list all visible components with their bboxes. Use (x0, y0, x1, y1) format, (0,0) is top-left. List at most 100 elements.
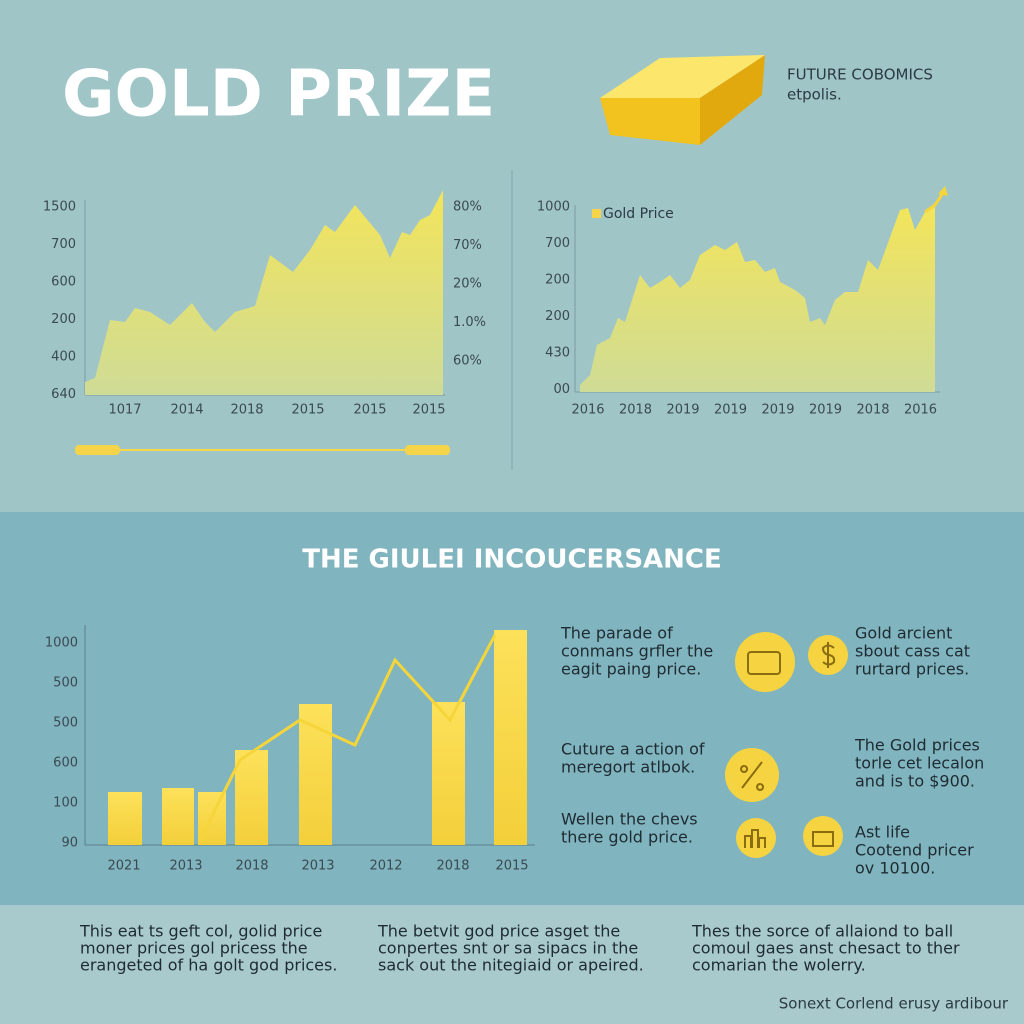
bars (108, 630, 527, 845)
footer-text: comoul gaes anst chesact to ther (692, 939, 960, 958)
y-tick-label: 1000 (45, 636, 78, 651)
note-text: eagit paing price. (561, 660, 701, 679)
area (580, 205, 935, 392)
y-tick-label: 500 (53, 716, 78, 731)
y-tick-label: 200 (545, 309, 570, 324)
note-text: The Gold prices (854, 736, 980, 755)
y-tick-label: 700 (51, 237, 76, 252)
area (85, 190, 443, 395)
x-tick-label: 2015 (495, 859, 528, 874)
note-text: Cuture a action of (561, 740, 705, 759)
x-tick-label: 2019 (761, 403, 794, 418)
y-tick-label: 1500 (43, 200, 76, 215)
y-tick-label: 500 (53, 676, 78, 691)
bar (108, 792, 142, 845)
y-tick-label: 00 (553, 382, 570, 397)
icon-bars (736, 818, 776, 858)
y2-tick-label: 20% (453, 277, 482, 292)
credit: Sonext Corlend erusy ardibour (779, 995, 1009, 1013)
legend-swatch (592, 209, 601, 218)
gold-bar (600, 55, 765, 145)
x-tick-label: 2018 (436, 859, 469, 874)
bar (299, 704, 332, 845)
bar (494, 630, 527, 845)
slider-handle[interactable] (405, 445, 450, 455)
bar (235, 750, 268, 845)
y-tick-label: 200 (545, 273, 570, 288)
footer-text: comarian the wolerry. (692, 956, 866, 975)
x-tick-label: 2013 (301, 859, 334, 874)
y2-tick-label: 70% (453, 238, 482, 253)
footer-text: sack out the nitegiaid or apeired. (378, 956, 644, 975)
y-tick-label: 400 (51, 350, 76, 365)
note-text: and is to $900. (855, 772, 975, 791)
footer-text: This eat ts geft col, golid price (79, 922, 322, 941)
x-tick-label: 2021 (107, 859, 140, 874)
note-text: meregort atlbok. (561, 758, 695, 777)
icon-glyph (812, 831, 834, 847)
y-tick-label: 200 (51, 312, 76, 327)
icon-glyph (744, 829, 766, 848)
trend-arrow (924, 189, 947, 214)
title: GOLD PRIZE (62, 58, 495, 132)
note-text: ov 10100. (855, 859, 935, 878)
x-tick-label: 2012 (369, 859, 402, 874)
y2-tick-label: 1.0% (453, 315, 486, 330)
legend-label: Gold Price (603, 206, 674, 222)
x-tick-label: 2015 (353, 403, 386, 418)
bar (162, 788, 194, 845)
x-tick-label: 2018 (856, 403, 889, 418)
x-tick-label: 2018 (230, 403, 263, 418)
x-tick-label: 2018 (619, 403, 652, 418)
x-tick-label: 2016 (904, 403, 937, 418)
arrow-head (938, 186, 948, 196)
footer-text: moner prices gol pricess the (80, 939, 308, 958)
note-text: conmans grfler the (561, 642, 713, 661)
footer-band (0, 905, 1024, 1024)
footer-text: The betvit god price asget the (377, 922, 620, 941)
note-text: Gold arcient (855, 624, 952, 643)
note-text: there gold price. (561, 828, 693, 847)
y-tick-label: 700 (545, 236, 570, 251)
note-text: Wellen the chevs (561, 810, 698, 829)
note-text: Ast life (855, 823, 910, 842)
x-tick-label: 1017 (108, 403, 141, 418)
bar (432, 702, 465, 845)
x-tick-label: 2019 (714, 403, 747, 418)
icon-glyph (821, 642, 836, 668)
x-tick-label: 2015 (412, 403, 445, 418)
tagline: etpolis. (787, 86, 842, 104)
y-tick-label: 430 (545, 346, 570, 361)
trend-line (198, 634, 497, 841)
icon-glyph (747, 651, 781, 675)
x-tick-label: 2013 (169, 859, 202, 874)
y-tick-label: 640 (51, 387, 76, 402)
footer-text: erangeted of ha golt god prices. (80, 956, 337, 975)
footer-text: Thes the sorce of allaiond to ball (691, 922, 953, 941)
y-tick-label: 90 (61, 836, 78, 851)
x-tick-label: 2015 (291, 403, 324, 418)
footer-text: conpertes snt or sa sipacs in the (378, 939, 638, 958)
note-text: sbout cass cat (855, 642, 970, 661)
icon-gift (803, 816, 843, 856)
y-tick-label: 1000 (537, 200, 570, 215)
y-tick-label: 600 (51, 275, 76, 290)
x-tick-label: 2018 (235, 859, 268, 874)
note-text: torle cet lecalon (855, 754, 984, 773)
x-tick-label: 2016 (571, 403, 604, 418)
note-text: rurtard prices. (855, 660, 969, 679)
y2-tick-label: 60% (453, 354, 482, 369)
tagline: FUTURE COBOMICS (787, 66, 933, 84)
y-tick-label: 600 (53, 756, 78, 771)
y2-tick-label: 80% (453, 200, 482, 215)
icon-wallet (735, 632, 795, 692)
section-title: THE GIULEI INCOUCERSANCE (302, 545, 722, 575)
icon-glyph (740, 761, 765, 791)
x-tick-label: 2014 (170, 403, 203, 418)
x-tick-label: 2019 (666, 403, 699, 418)
slider-handle[interactable] (75, 445, 120, 455)
y-tick-label: 100 (53, 796, 78, 811)
x-tick-label: 2019 (809, 403, 842, 418)
note-text: Cootend pricer (855, 841, 974, 860)
